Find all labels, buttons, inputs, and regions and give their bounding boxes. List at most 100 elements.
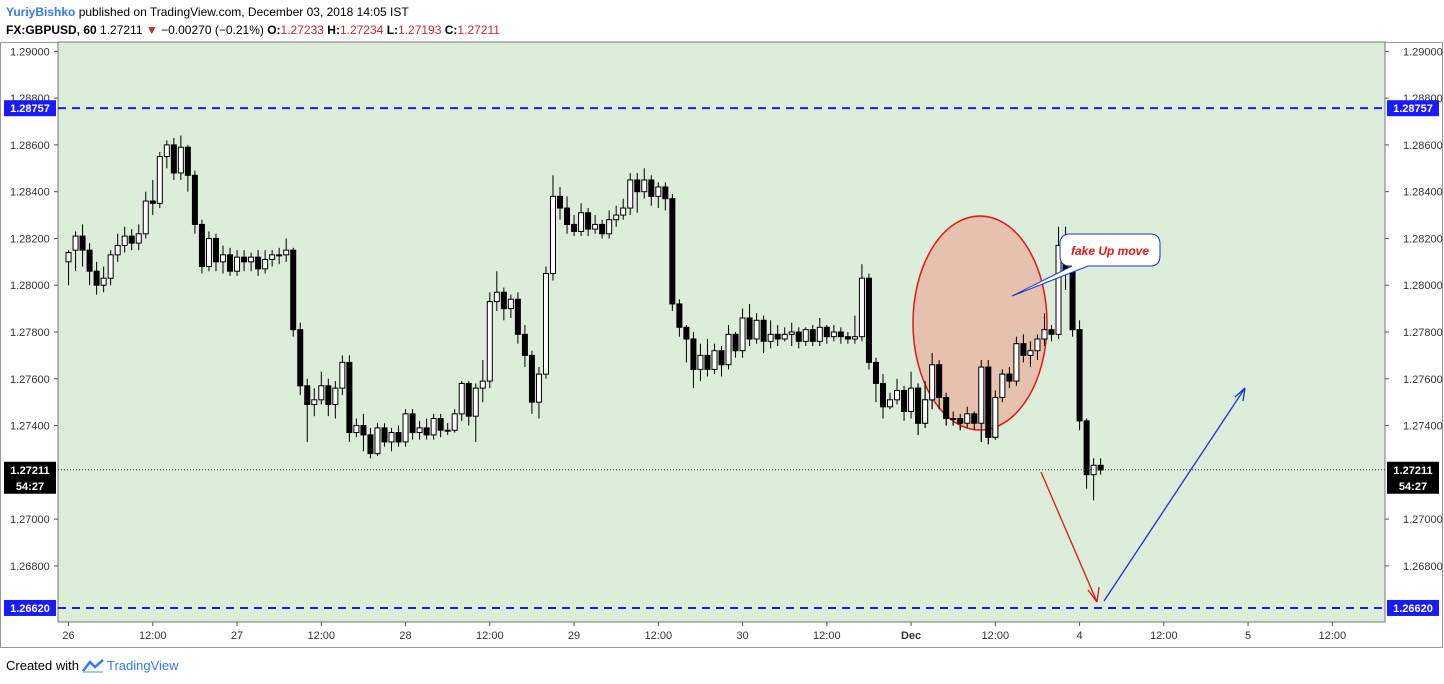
candle (690, 332, 697, 389)
candle-body (669, 198, 676, 305)
level-tag-text: 1.28757 (10, 103, 50, 115)
callout-shape (1011, 233, 1161, 297)
current-tag-bg (4, 461, 56, 494)
candle (472, 383, 479, 442)
candle (851, 315, 858, 344)
candle-body (135, 233, 142, 244)
candle-body (79, 235, 86, 251)
candle (500, 287, 507, 321)
candle-body (1048, 329, 1055, 335)
candle (648, 175, 655, 206)
candle (177, 135, 184, 180)
candle-body (858, 277, 865, 338)
y-tick-label-right: 1.27400 (1403, 421, 1443, 433)
candle-body (472, 387, 479, 417)
candle-body (830, 331, 837, 338)
candle (170, 137, 177, 180)
candle-body (416, 427, 423, 434)
candle-body (241, 256, 248, 263)
up-arrow-line[interactable] (1103, 387, 1246, 602)
candle-body (65, 251, 72, 263)
annotations[interactable]: fake Up move (912, 215, 1246, 603)
candle-body (746, 317, 753, 340)
level-tag-bg (4, 599, 56, 616)
candle (212, 233, 219, 272)
candle (479, 360, 486, 403)
candle-body (1069, 270, 1076, 331)
candle (739, 308, 746, 358)
close-label: C: (444, 23, 458, 37)
current-price-tag-left: 1.27211 54:27 (4, 461, 56, 494)
candle-body (234, 256, 241, 272)
x-tick-label: 27 (231, 630, 243, 642)
candle-body (198, 223, 205, 268)
candle (767, 320, 774, 349)
candle-body (1083, 420, 1090, 476)
candle (662, 182, 669, 211)
candle-body (571, 223, 578, 232)
candle-body (620, 207, 627, 216)
candle (507, 294, 514, 318)
candle-body (248, 256, 255, 263)
open-label: O: (267, 23, 281, 37)
plot-area[interactable] (57, 41, 1386, 623)
open-value: 1.27233 (280, 23, 324, 37)
callout-bubble[interactable]: fake Up move (1011, 233, 1161, 297)
author-name[interactable]: YuriyBishko (6, 5, 76, 19)
candle-body (957, 418, 964, 424)
candle-body (887, 399, 894, 408)
level-price-tag-right: 1.28757 (1387, 100, 1439, 117)
candle (86, 243, 93, 286)
candle (262, 250, 269, 274)
candle (683, 324, 690, 363)
candle-body (100, 277, 107, 286)
candle (823, 324, 830, 344)
candle-body (353, 425, 360, 434)
level-price-tag-right: 1.26620 (1387, 599, 1439, 616)
candle (458, 381, 465, 421)
candle-body (184, 146, 191, 176)
candle (353, 418, 360, 438)
candle-overlay (929, 353, 936, 410)
candle-body (1027, 350, 1034, 356)
candle-body (922, 399, 929, 424)
level-tag-bg (1387, 100, 1439, 117)
candle-body (585, 212, 592, 230)
candle (585, 208, 592, 237)
candle-body (936, 364, 943, 398)
candle-body (683, 326, 690, 340)
y-tick-label-right: 1.29000 (1403, 46, 1443, 58)
horizontal-levels[interactable]: 1.28757 1.28757 1.26620 1.26620 1.27211 54:27… (4, 100, 1439, 616)
x-axis-ticks: 26 12:00 27 12:00 28 12:00 29 12:00 30 12:00 Dec 12… (62, 622, 1346, 642)
candle (542, 266, 549, 379)
candle (304, 378, 311, 442)
candle-body (788, 331, 795, 335)
candle-body (662, 186, 669, 200)
candle-body (339, 361, 346, 389)
tradingview-brand[interactable]: TradingView (106, 658, 179, 673)
candle-body (732, 333, 739, 352)
candle-body (971, 413, 978, 424)
candle-body (149, 200, 156, 204)
candle-body (262, 259, 269, 270)
y-tick-label-right: 1.28600 (1403, 140, 1443, 152)
level-tag-bg (1387, 599, 1439, 616)
candle-body (865, 277, 872, 363)
candle (711, 343, 718, 375)
candle (1048, 324, 1055, 342)
candle (620, 198, 627, 220)
candle-body (985, 366, 992, 438)
down-arrow-line[interactable] (1040, 471, 1098, 603)
candle (809, 324, 816, 347)
x-tick-label: 12:00 (1319, 630, 1347, 642)
candle (795, 327, 802, 349)
y-tick-label-right: 1.28000 (1403, 280, 1443, 292)
down-arrow-head-icon (1087, 586, 1100, 603)
candle-body (528, 354, 535, 403)
candle-body (613, 214, 620, 221)
y-tick-label-left: 1.27000 (10, 514, 50, 526)
candle (276, 247, 283, 265)
candle (135, 224, 142, 251)
